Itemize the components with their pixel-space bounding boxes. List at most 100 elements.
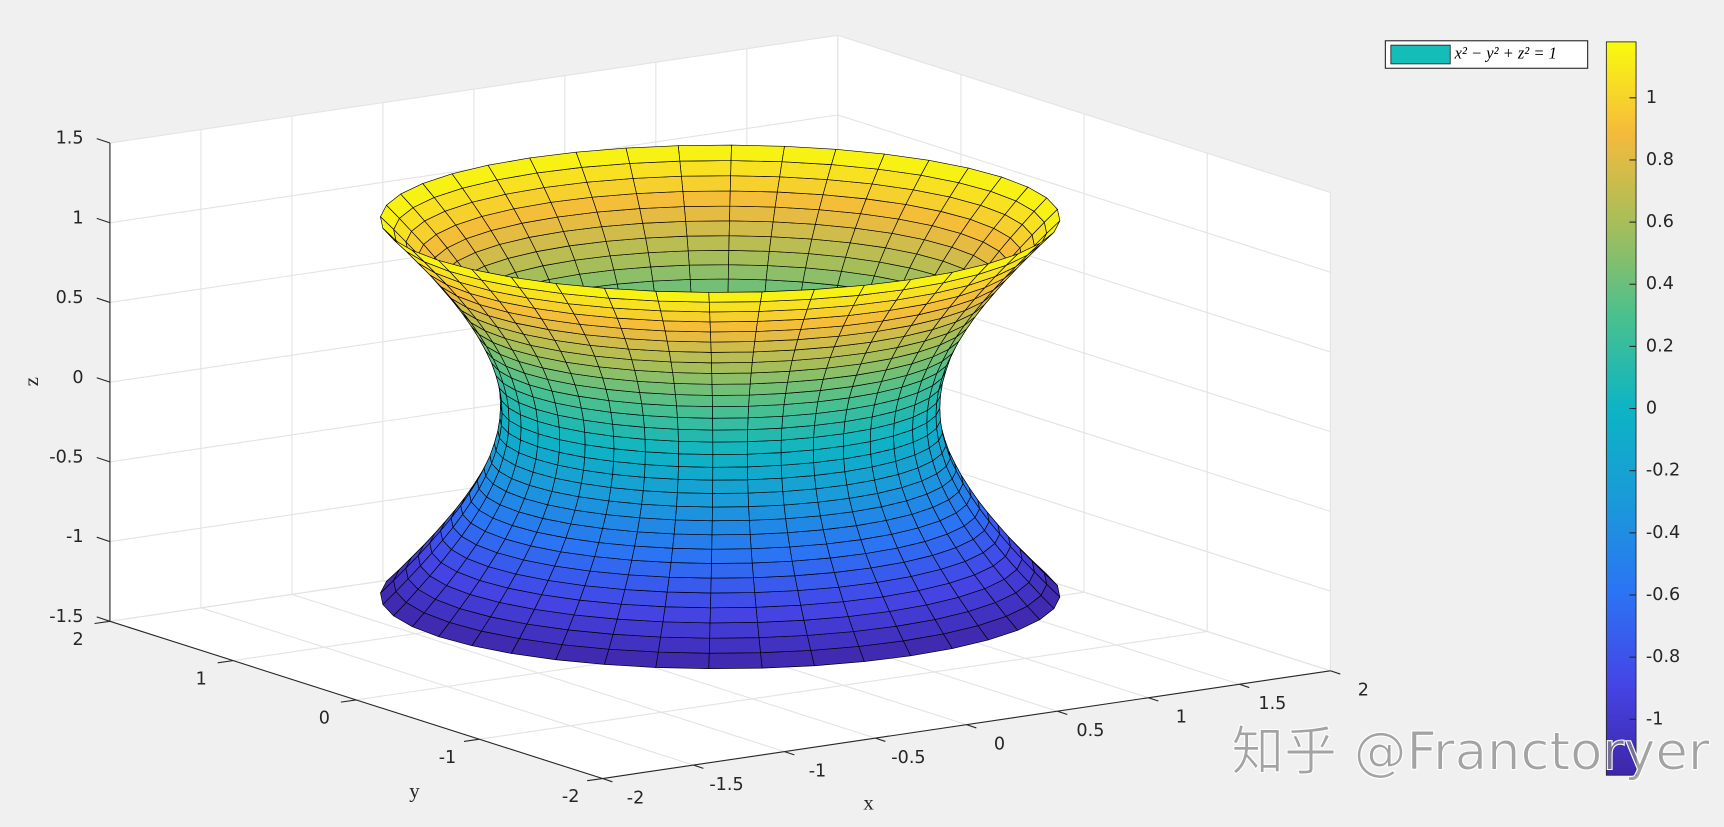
surface-patch xyxy=(712,405,749,419)
surface-patch xyxy=(710,577,756,594)
tick-mark xyxy=(602,778,613,783)
surface-patch xyxy=(770,221,816,240)
surface-patch xyxy=(657,636,711,654)
surface-patch xyxy=(711,394,750,407)
z-tick-label: 1.5 xyxy=(56,129,84,149)
surface-patch xyxy=(709,321,758,333)
surface-patch xyxy=(710,592,757,609)
x-tick-label: 1.5 xyxy=(1258,694,1286,714)
surface-patch xyxy=(679,160,732,177)
y-axis-label: y xyxy=(409,779,420,803)
surface-patch xyxy=(639,206,686,224)
surface-patch xyxy=(647,250,690,268)
surface-patch xyxy=(642,220,688,239)
surface-patch xyxy=(675,505,713,522)
surface-patch xyxy=(710,562,754,579)
x-tick-label: 0 xyxy=(994,734,1005,754)
surface-patch xyxy=(657,300,711,313)
surface-patch xyxy=(666,576,712,594)
surface-patch xyxy=(747,465,783,481)
tick-mark xyxy=(96,456,111,463)
surface-patch xyxy=(644,426,679,442)
surface-patch xyxy=(673,383,713,396)
surface-patch xyxy=(668,351,712,364)
surface-patch xyxy=(728,235,772,252)
surface-patch xyxy=(747,415,784,431)
surface-patch xyxy=(754,590,801,608)
surface-patch xyxy=(642,477,679,494)
surface-patch xyxy=(750,546,793,564)
y-tick-label: 0 xyxy=(319,709,330,729)
surface-patch xyxy=(616,603,666,623)
surface-patch xyxy=(677,466,714,481)
surface-patch xyxy=(712,479,749,494)
colorbar-tick-label: -0.2 xyxy=(1646,461,1680,481)
tick-mark xyxy=(96,536,111,543)
surface-patch xyxy=(765,265,806,283)
legend-swatch xyxy=(1390,44,1451,65)
surface-patch xyxy=(666,340,712,353)
surface-patch xyxy=(729,175,781,193)
tick-mark xyxy=(587,777,603,782)
surface-patch xyxy=(768,236,813,254)
x-tick-label: 0.5 xyxy=(1076,721,1104,741)
surface-patch xyxy=(748,381,788,396)
surface-patch xyxy=(749,532,791,550)
tick-mark xyxy=(966,724,977,729)
watermark: 知乎 @Franctoryer xyxy=(1231,722,1709,783)
surface-patch xyxy=(685,220,730,237)
surface-patch xyxy=(751,560,796,578)
y-tick-label: 2 xyxy=(72,630,83,650)
surface-patch xyxy=(747,477,784,494)
x-axis-label: x xyxy=(863,791,874,815)
tick-mark xyxy=(1330,670,1341,675)
surface-patch xyxy=(664,591,712,609)
surface-patch xyxy=(730,160,783,178)
surface-patch xyxy=(757,619,808,638)
x-tick-label: 2 xyxy=(1358,681,1369,701)
surface-patch xyxy=(625,145,681,164)
surface-patch xyxy=(712,466,748,481)
legend: x² − y² + z² = 1 xyxy=(1384,40,1589,69)
surface-patch xyxy=(645,235,689,253)
tick-mark xyxy=(96,138,111,144)
surface-patch xyxy=(678,453,714,468)
surface-patch xyxy=(712,441,748,455)
surface-patch xyxy=(708,637,761,654)
tick-mark xyxy=(1057,710,1068,716)
colorbar-tick-label: -1 xyxy=(1646,709,1664,729)
surface-patch xyxy=(711,506,750,522)
surface-patch xyxy=(753,575,798,593)
surface-patch xyxy=(655,651,710,670)
tick-mark xyxy=(875,737,886,742)
surface-patch xyxy=(755,604,805,623)
surface-patch xyxy=(767,250,809,269)
surface-patch xyxy=(637,517,676,535)
surface-patch xyxy=(608,633,661,653)
grid-line xyxy=(837,34,1331,194)
surface-patch xyxy=(730,144,785,163)
surface-patch xyxy=(746,439,782,455)
z-tick-label: 0.5 xyxy=(56,288,84,308)
surface-patch xyxy=(677,428,714,443)
surface-patch xyxy=(747,427,783,443)
surface-patch xyxy=(662,320,711,333)
y-tick-label: -2 xyxy=(562,787,580,807)
tick-mark xyxy=(340,699,357,703)
surface-patch xyxy=(712,453,748,468)
surface-patch xyxy=(711,534,752,550)
tick-mark xyxy=(96,217,111,224)
surface-patch xyxy=(712,417,749,431)
surface-patch xyxy=(642,415,679,430)
surface-patch xyxy=(639,503,677,521)
surface-patch xyxy=(631,545,673,563)
surface-patch xyxy=(709,311,760,323)
surface-patch xyxy=(774,191,824,210)
tick-mark xyxy=(1148,697,1159,702)
z-tick-label: 0 xyxy=(72,368,83,388)
z-tick-label: -0.5 xyxy=(49,447,83,467)
surface-patch xyxy=(670,547,713,564)
colorbar-tick-label: 0.4 xyxy=(1646,274,1674,294)
